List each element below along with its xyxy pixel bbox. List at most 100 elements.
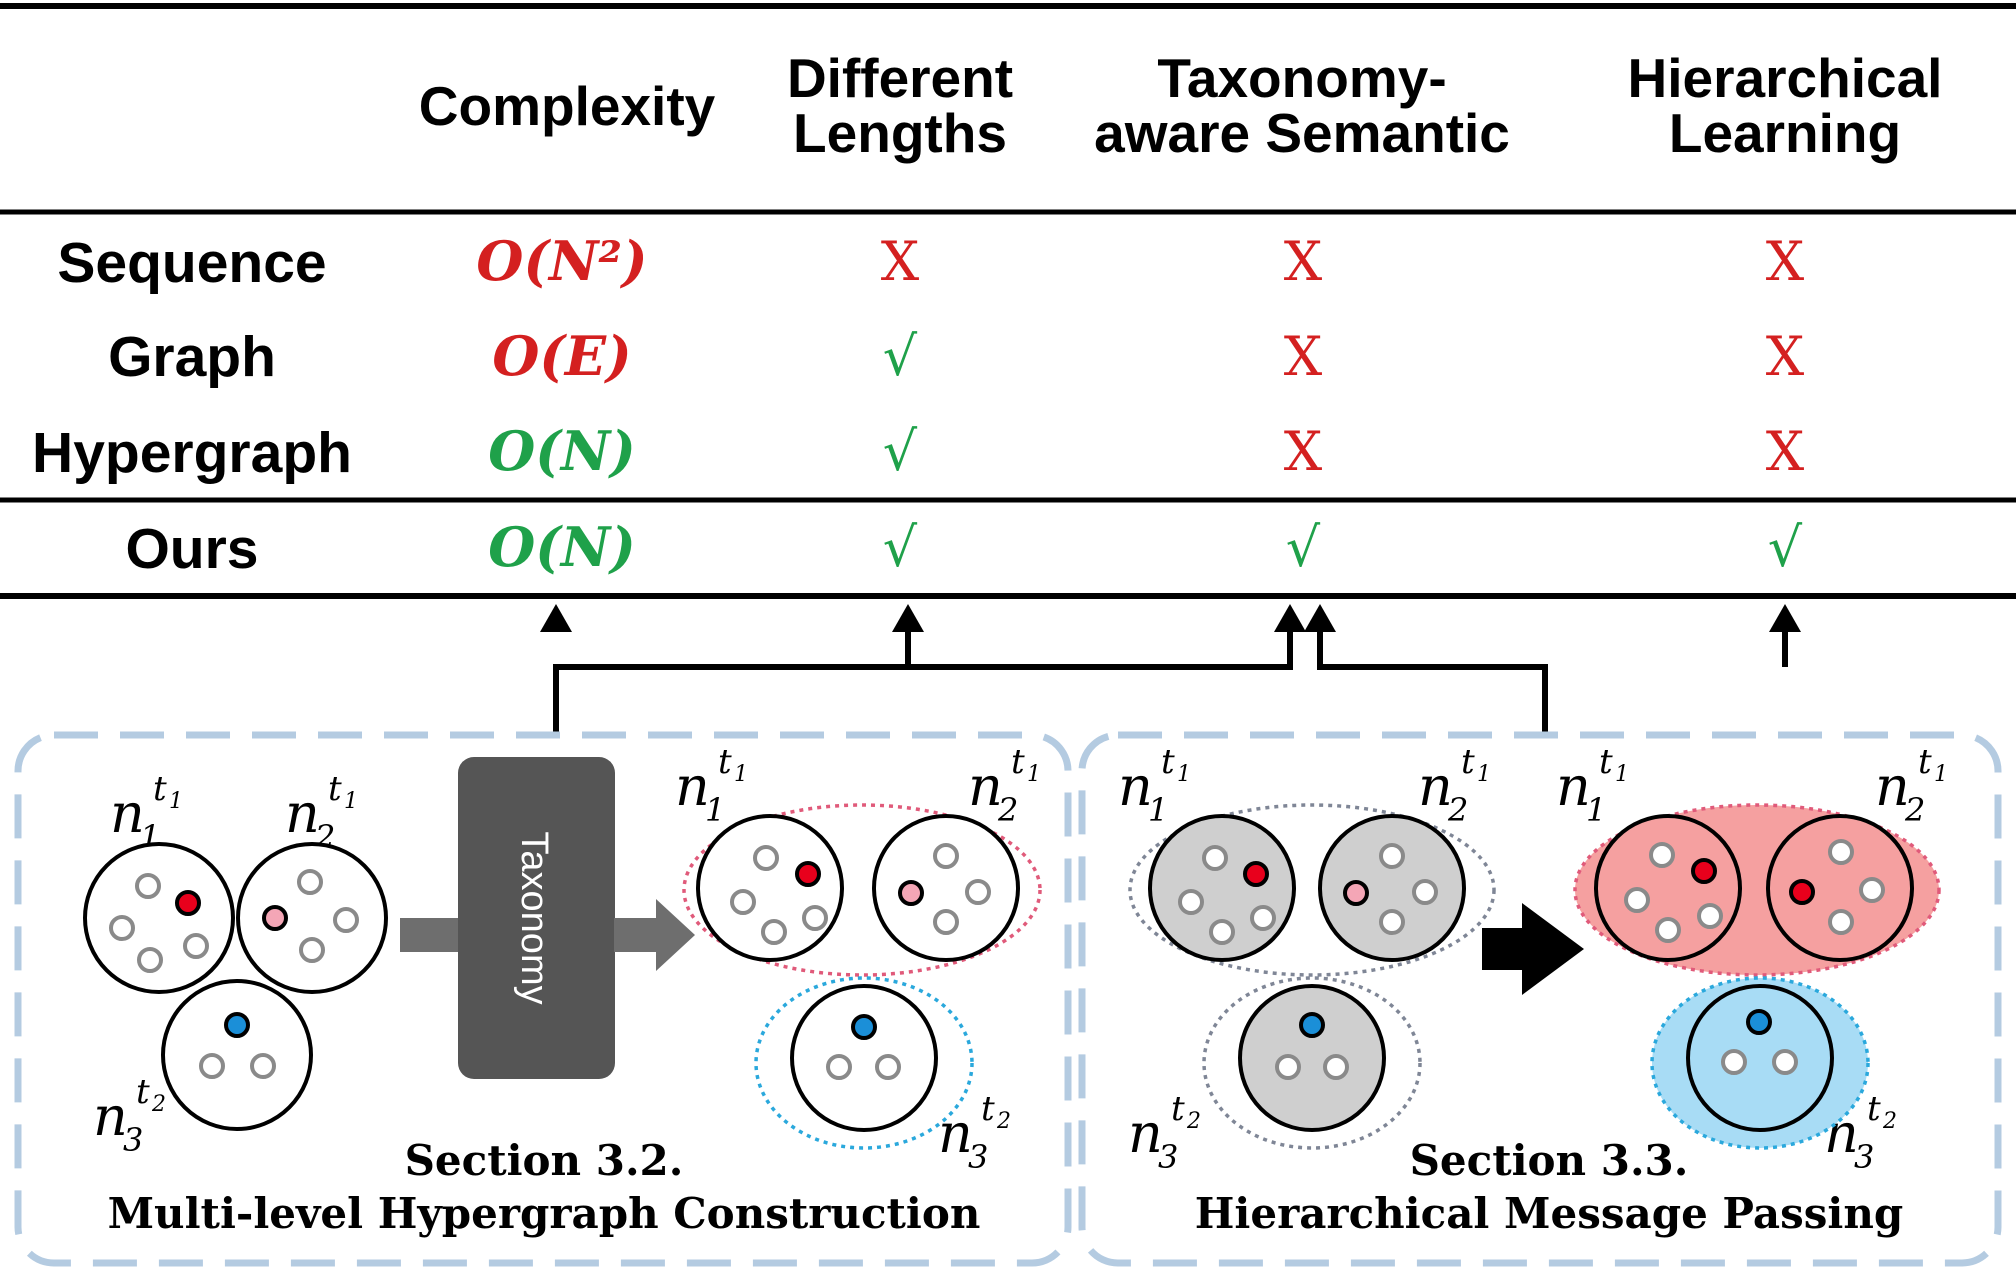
svg-text:t: t: [1461, 742, 1475, 782]
node-label-n1-out: n 1 t 1: [675, 742, 748, 829]
svg-text:2: 2: [1904, 791, 1925, 829]
svg-text:t: t: [153, 769, 167, 809]
svg-text:t: t: [981, 1089, 995, 1129]
node-n3-input: [1238, 984, 1386, 1132]
svg-text:2: 2: [997, 791, 1018, 829]
svg-text:2: 2: [1186, 1109, 1201, 1134]
row-label: Ours: [125, 517, 258, 581]
node-n1-out: [696, 814, 844, 962]
svg-text:t: t: [328, 769, 342, 809]
cross-mark-icon: X: [1766, 420, 1805, 483]
header-taxonomy-line2: aware Semantic: [1094, 102, 1510, 164]
svg-text:1: 1: [1177, 762, 1191, 787]
svg-text:t: t: [1171, 1089, 1185, 1129]
hyperedge-grey-top: [1128, 803, 1496, 977]
panel-left-border: [14, 731, 1072, 1267]
node-n3-output: [1686, 984, 1834, 1132]
svg-text:t: t: [718, 742, 732, 782]
svg-text:3: 3: [123, 1121, 143, 1159]
taxonomy-label: Taxonomy: [513, 831, 555, 1004]
svg-text:t: t: [1599, 742, 1613, 782]
node-n2: [236, 842, 388, 994]
cross-mark-icon: X: [1766, 325, 1805, 388]
svg-text:2: 2: [1447, 791, 1468, 829]
node-n2-input: [1318, 814, 1466, 962]
svg-text:3: 3: [968, 1138, 988, 1176]
svg-text:1: 1: [169, 789, 183, 814]
svg-text:2: 2: [996, 1109, 1011, 1134]
hyperedge-pink: [682, 803, 1042, 977]
svg-text:n: n: [938, 1102, 973, 1165]
cross-mark-icon: X: [1284, 420, 1323, 483]
table-row-ours: Ours O(N) √ √ √: [125, 515, 1802, 581]
header-taxonomy-line1: Taxonomy-: [1157, 47, 1446, 109]
svg-text:2: 2: [151, 1092, 166, 1117]
svg-text:t: t: [136, 1072, 150, 1112]
svg-text:n: n: [1418, 755, 1453, 818]
node-label-n3-input: n 3 t 2: [1128, 1089, 1201, 1176]
svg-text:n: n: [675, 755, 710, 818]
arrow-up-icon: [892, 604, 924, 632]
svg-text:t: t: [1918, 742, 1932, 782]
caption-title: Multi-level Hypergraph Construction: [108, 1189, 981, 1238]
svg-text:1: 1: [344, 789, 358, 814]
table-row-graph: Graph O(E) √ X X: [108, 324, 1805, 389]
svg-text:n: n: [1128, 1102, 1163, 1165]
check-mark-icon: √: [883, 325, 918, 388]
node-n2-output: [1766, 814, 1914, 962]
complexity-value: O(N): [488, 419, 636, 483]
node-label-n2-input: n 2 t 1: [1418, 742, 1491, 829]
node-n2-out: [872, 814, 1020, 962]
check-mark-icon: √: [883, 516, 918, 579]
header-complexity: Complexity: [419, 75, 716, 137]
arrow-up-icon: [1769, 604, 1801, 632]
complexity-value: O(N): [488, 515, 636, 579]
svg-text:t: t: [1867, 1089, 1881, 1129]
panel-right: n 1 t 1 n 2 t 1 n 3 t 2: [1118, 742, 1948, 1238]
node-n1-output: [1594, 814, 1742, 962]
svg-text:3: 3: [1854, 1138, 1874, 1176]
svg-text:1: 1: [1615, 762, 1629, 787]
svg-text:1: 1: [705, 791, 725, 829]
svg-text:1: 1: [734, 762, 748, 787]
svg-text:1: 1: [1027, 762, 1041, 787]
caption-title: Hierarchical Message Passing: [1195, 1189, 1904, 1238]
svg-text:n: n: [968, 755, 1003, 818]
complexity-value: O(N²): [476, 229, 647, 293]
panel-left: n 1 t 1 n 2 t 1 n 3 t 2: [83, 742, 1042, 1238]
table-row-hypergraph: Hypergraph O(N) √ X X: [32, 419, 1805, 485]
row-label: Graph: [108, 325, 276, 389]
arrow-right-icon: [1482, 903, 1584, 995]
hyperedge-blue: [754, 976, 974, 1150]
svg-text:1: 1: [1934, 762, 1948, 787]
check-mark-icon: √: [883, 420, 918, 483]
header-different-lengths-line2: Lengths: [793, 102, 1007, 164]
cross-mark-icon: X: [881, 230, 920, 293]
arrow-up-icon: [540, 604, 572, 632]
cross-mark-icon: X: [1766, 230, 1805, 293]
cross-mark-icon: X: [1284, 325, 1323, 388]
node-label-n3-out: n 3 t 2: [938, 1089, 1011, 1176]
node-n1-input: [1148, 814, 1296, 962]
svg-text:n: n: [1556, 755, 1591, 818]
node-label-n3: n 3 t 2: [93, 1072, 166, 1159]
node-label-n1: n 1 t 1: [110, 769, 183, 856]
hyperedge-grey-bottom: [1202, 976, 1422, 1150]
panel-right-border: [1078, 731, 2002, 1267]
table-row-sequence: Sequence O(N²) X X X: [57, 229, 1804, 295]
svg-text:n: n: [93, 1085, 128, 1148]
caption-section: Section 3.2.: [405, 1136, 684, 1185]
header-hierarchical-line1: Hierarchical: [1628, 47, 1943, 109]
cross-mark-icon: X: [1284, 230, 1323, 293]
check-mark-icon: √: [1768, 516, 1803, 579]
svg-text:1: 1: [1586, 791, 1606, 829]
arrow-up-icon: [1274, 604, 1306, 632]
connector-lines: [553, 630, 1788, 735]
svg-text:n: n: [1875, 755, 1910, 818]
svg-text:n: n: [1118, 755, 1153, 818]
svg-text:3: 3: [1158, 1138, 1178, 1176]
node-label-n2-out: n 2 t 1: [968, 742, 1041, 829]
header-different-lengths-line1: Different: [787, 47, 1013, 109]
check-mark-icon: √: [1286, 516, 1321, 579]
